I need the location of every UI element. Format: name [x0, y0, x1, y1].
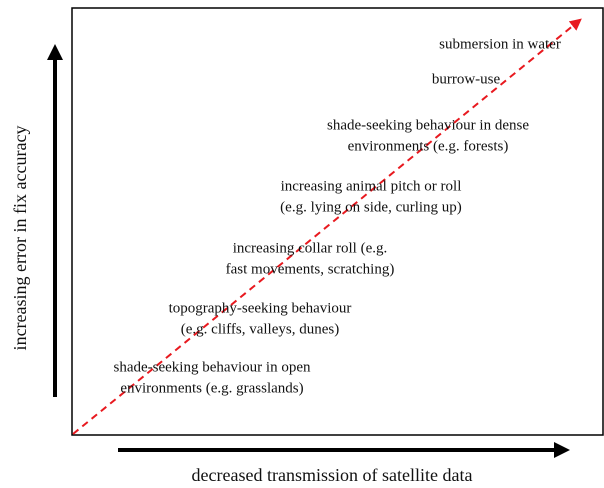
behaviour-label: topography-seeking behaviour	[169, 300, 352, 316]
behaviour-label: increasing collar roll (e.g.	[233, 240, 388, 256]
behaviour-label: fast movements, scratching)	[226, 261, 395, 277]
behaviour-label: environments (e.g. forests)	[348, 138, 509, 154]
behaviour-label: burrow-use	[432, 71, 501, 87]
behaviour-label: increasing animal pitch or roll	[281, 178, 462, 194]
behaviour-label: submersion in water	[439, 36, 561, 52]
y-axis-label: increasing error in fix accuracy	[10, 126, 30, 351]
trend-arrow	[72, 18, 582, 435]
behaviour-label: (e.g. cliffs, valleys, dunes)	[181, 321, 339, 337]
behaviour-label: environments (e.g. grasslands)	[120, 380, 303, 396]
behaviour-label: shade-seeking behaviour in dense	[327, 117, 529, 133]
x-axis-label: decreased transmission of satellite data	[192, 465, 473, 485]
behaviour-label: shade-seeking behaviour in open	[113, 359, 311, 375]
plot-frame	[71, 7, 604, 436]
behaviour-label: (e.g. lying on side, curling up)	[280, 199, 462, 215]
